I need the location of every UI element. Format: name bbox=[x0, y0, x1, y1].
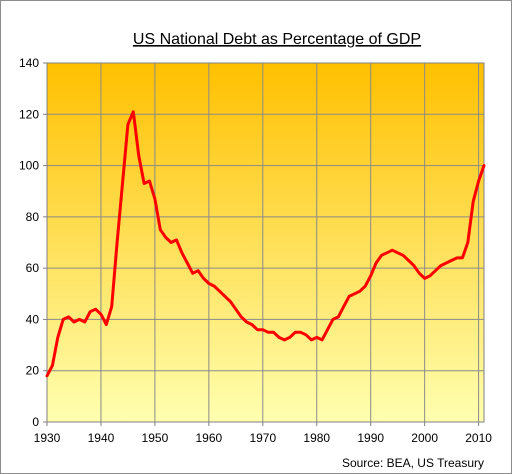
plot-area bbox=[46, 62, 485, 423]
y-tick-label: 140 bbox=[19, 56, 39, 70]
grid-lines bbox=[47, 63, 484, 422]
y-tick-label: 20 bbox=[26, 364, 40, 378]
x-tick-label: 1960 bbox=[196, 431, 223, 445]
source-note: Source: BEA, US Treasury bbox=[342, 456, 484, 470]
x-tick-label: 1980 bbox=[303, 431, 330, 445]
x-tick-label: 1950 bbox=[142, 431, 169, 445]
x-tick-label: 2010 bbox=[465, 431, 492, 445]
y-tick-label: 60 bbox=[26, 261, 40, 275]
y-tick-label: 0 bbox=[32, 415, 39, 429]
y-tick-label: 80 bbox=[26, 210, 40, 224]
x-tick-label: 1970 bbox=[249, 431, 276, 445]
y-tick-label: 120 bbox=[19, 107, 39, 121]
x-tick-label: 2000 bbox=[411, 431, 438, 445]
x-tick-label: 1930 bbox=[34, 431, 61, 445]
x-tick-label: 1940 bbox=[88, 431, 115, 445]
y-tick-label: 40 bbox=[26, 312, 40, 326]
series-layer bbox=[45, 110, 486, 378]
chart-title: US National Debt as Percentage of GDP bbox=[133, 31, 421, 48]
y-tick-label: 100 bbox=[19, 159, 39, 173]
x-tick-label: 1990 bbox=[357, 431, 384, 445]
y-axis-ticks: 0 20 40 60 80 100 120 140 bbox=[19, 56, 47, 429]
debt-series-line bbox=[45, 110, 486, 378]
x-axis-ticks: 1930 1940 1950 1960 1970 1980 1990 2000 2010 bbox=[34, 422, 492, 445]
